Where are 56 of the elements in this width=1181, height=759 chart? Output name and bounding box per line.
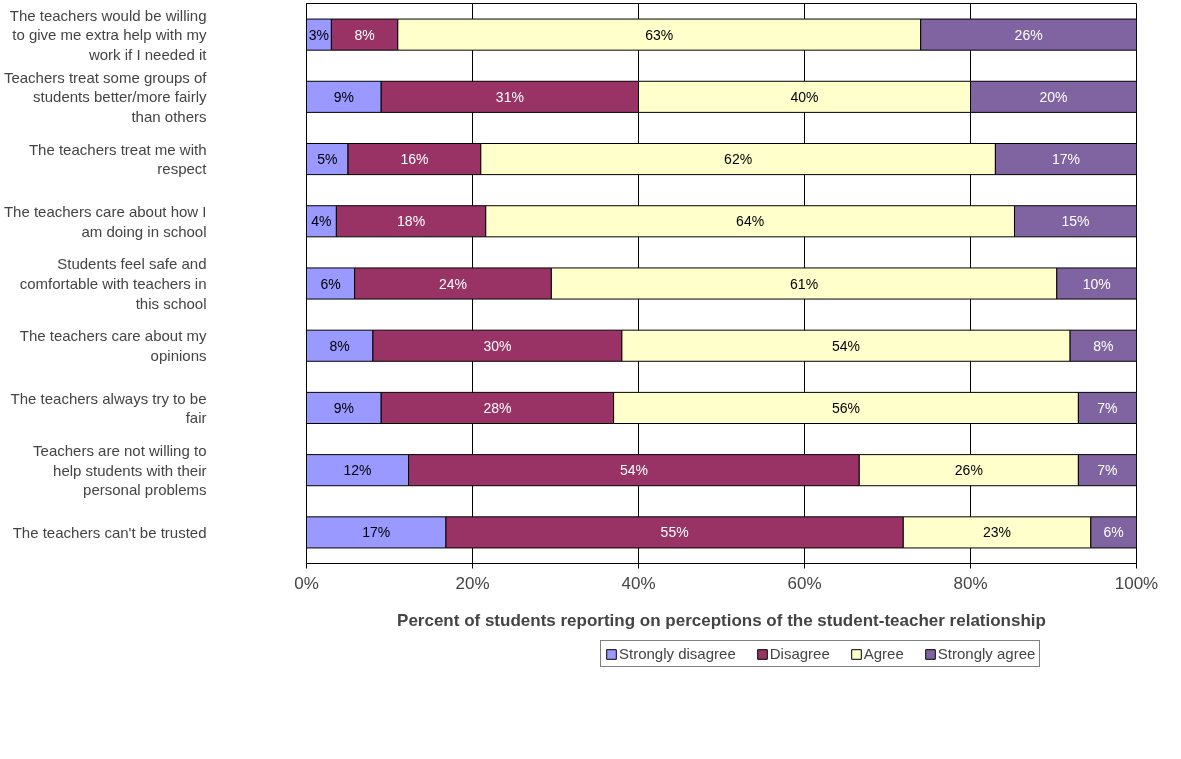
y-tick-label: The teachers care about how I am doing in school — [3, 203, 207, 240]
data-label: 61% — [790, 275, 819, 292]
data-label: 15% — [1061, 213, 1090, 230]
data-label: 8% — [1093, 337, 1114, 354]
data-label: 9% — [333, 88, 354, 105]
data-label: 64% — [736, 213, 765, 230]
y-tick-label: The teachers always try to be fair — [10, 389, 207, 427]
data-label: 30% — [483, 337, 512, 354]
data-label: 6% — [1103, 524, 1124, 541]
data-label: 10% — [1082, 275, 1111, 292]
x-tick-label: 40% — [621, 573, 656, 593]
data-label: 55% — [660, 524, 689, 541]
data-label: 4% — [311, 213, 332, 230]
x-tick-label: 60% — [787, 573, 822, 593]
y-tick-label: Teachers treat some groups of students better/more fairly than others — [3, 68, 208, 125]
y-tick-label: The teachers treat me with respect — [28, 140, 208, 178]
data-label: 8% — [329, 337, 350, 354]
legend-label: Disagree — [769, 645, 830, 662]
data-label: 7% — [1097, 462, 1118, 479]
data-label: 17% — [362, 524, 391, 541]
data-label: 23% — [983, 524, 1012, 541]
data-label: 31% — [495, 88, 524, 105]
y-tick-label: The teachers care about my opinions — [19, 327, 207, 364]
data-label: 3% — [308, 26, 330, 43]
x-tick-label: 20% — [455, 573, 490, 593]
y-tick-label: Students feel safe and comfortable with teachers in this school — [19, 255, 207, 312]
data-label: 26% — [954, 462, 983, 479]
y-tick-label: The teachers can't be trusted — [12, 523, 207, 541]
data-label: 28% — [483, 399, 512, 416]
y-tick-label: The teachers would be willing to give me extra help with my work if I needed it — [9, 6, 208, 63]
data-label: 12% — [343, 462, 372, 479]
x-tick-label: 100% — [1114, 573, 1159, 593]
y-tick-label: Teachers are not willing to help students with their personal problems — [33, 442, 207, 499]
data-label: 7% — [1097, 399, 1118, 416]
data-label: 26% — [1014, 26, 1043, 43]
data-label: 9% — [333, 399, 354, 416]
data-label: 62% — [724, 151, 753, 168]
legend-label: Strongly agree — [937, 645, 1036, 662]
x-axis-title: Percent of students reporting on perceptions of the student-teacher relationship — [397, 610, 1046, 630]
legend-label: Agree — [863, 645, 904, 662]
data-label: 54% — [831, 337, 861, 354]
data-label: 56% — [831, 399, 861, 416]
data-label: 8% — [354, 26, 375, 43]
data-label: 17% — [1051, 151, 1080, 168]
legend-label: Strongly disagree — [619, 645, 736, 662]
data-label: 54% — [619, 462, 648, 479]
x-tick-label: 0% — [294, 573, 319, 593]
data-label: 18% — [397, 213, 426, 230]
data-label: 63% — [645, 26, 674, 43]
data-label: 40% — [790, 88, 819, 105]
data-label: 5% — [317, 151, 338, 168]
data-label: 16% — [400, 151, 429, 168]
data-label: 24% — [438, 275, 468, 292]
x-tick-label: 80% — [953, 573, 988, 593]
data-label: 6% — [320, 275, 341, 292]
data-label: 20% — [1039, 88, 1068, 105]
